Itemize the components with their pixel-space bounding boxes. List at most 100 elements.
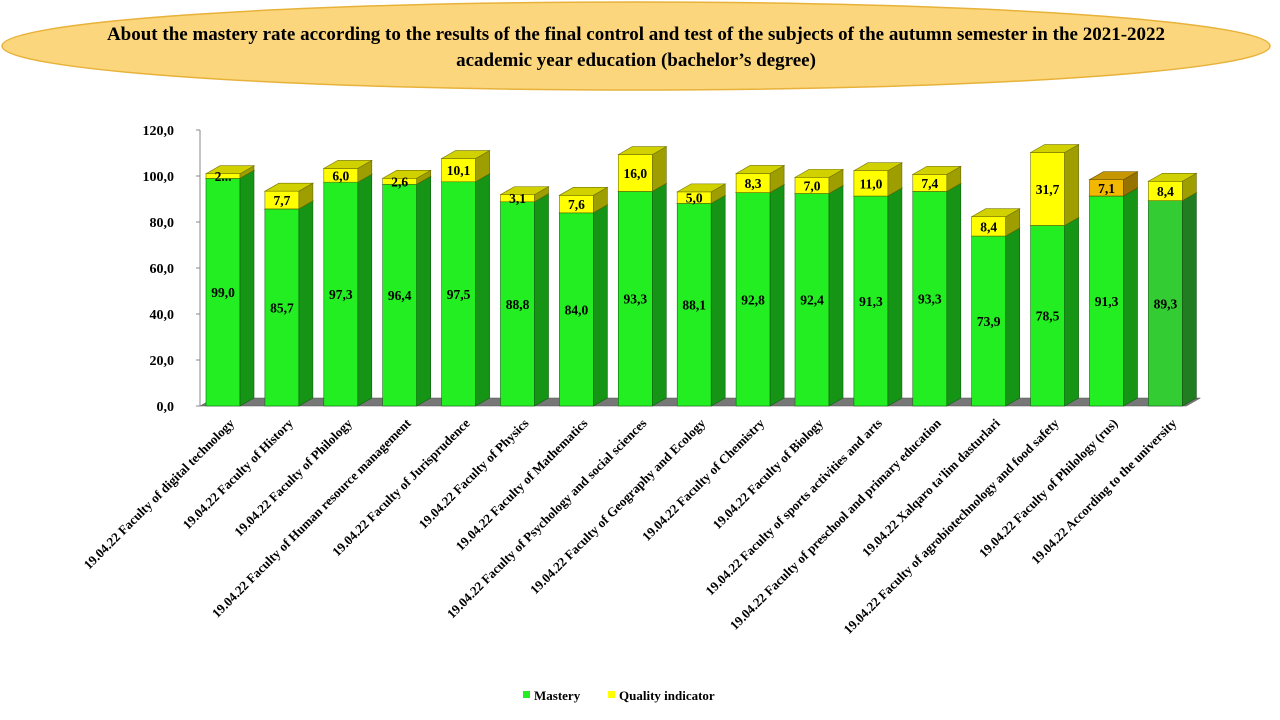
legend-swatch — [523, 691, 530, 698]
data-label-quality: 7,0 — [804, 178, 821, 193]
y-tick-label: 80,0 — [150, 216, 175, 231]
bar-group: 93,3 7,4 — [911, 165, 962, 407]
data-label-quality: 11,0 — [859, 176, 882, 191]
bar-quality-top — [558, 187, 609, 196]
bar-quality-top — [381, 170, 432, 179]
data-label-mastery: 97,3 — [329, 287, 353, 302]
legend-label: Mastery — [534, 688, 581, 703]
bar-quality-top — [734, 165, 786, 174]
data-label-mastery: 88,1 — [682, 298, 706, 313]
bar-mastery-front — [794, 193, 830, 407]
data-label-quality: 2,6 — [391, 174, 408, 189]
y-tick-label: 120,0 — [143, 124, 175, 139]
bar-group: 84,0 7,6 — [558, 186, 609, 407]
bar-mastery-front — [1030, 225, 1065, 407]
bar-quality-top — [1088, 171, 1139, 180]
bar-mastery-side — [534, 193, 549, 407]
legend-swatch — [608, 691, 615, 698]
data-label-mastery: 89,3 — [1154, 296, 1178, 311]
bar-mastery-front — [500, 201, 535, 407]
data-label-quality: 8,4 — [980, 219, 997, 234]
bar-quality-top — [204, 165, 256, 174]
bar-quality-front — [853, 170, 889, 197]
data-label-mastery: 96,4 — [388, 288, 412, 303]
bar-quality-top — [1147, 172, 1198, 182]
data-label-quality: 7,6 — [568, 197, 585, 212]
data-label-mastery: 93,3 — [918, 292, 942, 307]
bar-mastery-side — [710, 194, 726, 407]
bar-quality-top — [1029, 144, 1080, 153]
category-label: 19.04.22 Faculty of agrobiotechnology an… — [840, 415, 1062, 637]
bar-mastery-front — [559, 212, 594, 407]
bar-mastery-front — [735, 192, 771, 407]
bars: 99,0 2... 85,7 7,7 97,3 6,0 96,4 2,6 97,5 10,1 88,… — [204, 144, 1198, 407]
bar-group: 85,7 7,7 — [263, 182, 315, 407]
bar-mastery-side — [416, 175, 432, 407]
category-label: 19.04.22 Faculty of History — [179, 415, 296, 532]
bar-mastery-front — [205, 178, 241, 407]
data-label-mastery: 91,3 — [859, 294, 883, 309]
data-label-quality: 8,4 — [1157, 184, 1174, 199]
data-label-quality: 8,3 — [745, 176, 762, 191]
data-label-quality: 7,1 — [1098, 181, 1115, 196]
data-label-quality: 10,1 — [447, 163, 471, 178]
bar-mastery-side — [357, 173, 373, 407]
category-label: 19.04.22 Faculty of Physics — [416, 416, 532, 532]
y-tick-label: 100,0 — [143, 170, 175, 185]
bar-group: 88,1 5,0 — [676, 183, 727, 407]
category-label: 19.04.22 Faculty of Biology — [710, 415, 827, 532]
bar-group: 73,9 8,4 — [970, 208, 1021, 407]
data-label-quality: 7,7 — [273, 193, 290, 208]
data-label-mastery: 73,9 — [977, 314, 1001, 329]
bar-group: 92,4 7,0 — [793, 168, 845, 407]
data-label-mastery: 97,5 — [447, 287, 471, 302]
bar-mastery-front — [617, 191, 653, 407]
bar-group: 78,5 31,7 — [1029, 144, 1080, 407]
bar-group: 92,8 8,3 — [734, 164, 786, 407]
category-label: 19.04.22 Faculty of Psychology and socia… — [444, 416, 650, 622]
data-label-mastery: 93,3 — [623, 292, 647, 307]
legend-label: Quality indicator — [619, 688, 715, 703]
bar-quality-top — [970, 208, 1021, 218]
data-label-quality: 5,0 — [686, 191, 703, 206]
y-tick-label: 0,0 — [157, 400, 175, 415]
bar-mastery-side — [887, 187, 903, 407]
bar-group: 88,8 3,1 — [499, 186, 550, 407]
bar-mastery-side — [1123, 187, 1138, 407]
bar-mastery-side — [1005, 227, 1021, 407]
data-label-quality: 6,0 — [332, 168, 349, 183]
data-label-mastery: 88,8 — [506, 297, 530, 312]
bar-quality-top — [322, 160, 373, 169]
data-label-quality: 31,7 — [1036, 182, 1060, 197]
bar-quality-front — [1030, 152, 1065, 226]
bar-mastery-side — [946, 182, 962, 407]
bar-quality-front — [617, 154, 653, 192]
data-label-quality: 3,1 — [509, 191, 526, 206]
category-label: 19.04.22 Faculty of preschool and primar… — [727, 415, 945, 633]
bar-quality-top — [440, 150, 491, 159]
bar-quality-top — [793, 169, 845, 178]
x-axis: 19.04.22 Faculty of digital technology19… — [80, 415, 1179, 637]
bar-mastery-side — [1064, 216, 1079, 407]
data-label-quality: 16,0 — [623, 166, 647, 181]
bar-quality-top — [911, 166, 962, 175]
y-tick-label: 20,0 — [150, 354, 175, 369]
bar-group: 93,3 16,0 — [617, 146, 668, 407]
category-label: 19.04.22 Faculty of Philology — [231, 415, 355, 539]
bar-mastery-front — [971, 235, 1007, 407]
chart-title-line-2: academic year education (bachelor’s degr… — [456, 50, 816, 71]
bar-quality-top — [617, 146, 668, 155]
bar-mastery-front — [1089, 195, 1124, 407]
bar-mastery-side — [1182, 192, 1197, 407]
bar-mastery-front — [382, 183, 418, 407]
data-label-mastery: 78,5 — [1036, 309, 1060, 324]
y-axis: 0,0 20,0 40,0 60,0 80,0 100,0 120,0 — [143, 124, 201, 415]
legend: Mastery Quality indicator — [523, 688, 715, 703]
data-label-mastery: 84,0 — [565, 302, 589, 317]
data-label-mastery: 92,4 — [800, 293, 824, 308]
bar-mastery-side — [769, 184, 785, 407]
bar-mastery-side — [298, 200, 314, 407]
bar-group: 97,5 10,1 — [440, 150, 491, 407]
y-tick-label: 40,0 — [150, 308, 175, 323]
